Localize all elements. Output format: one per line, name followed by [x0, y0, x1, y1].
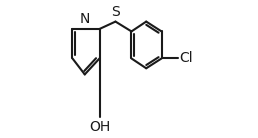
Text: N: N [79, 12, 90, 26]
Text: Cl: Cl [180, 51, 194, 65]
Text: S: S [111, 5, 120, 18]
Text: OH: OH [89, 120, 110, 134]
